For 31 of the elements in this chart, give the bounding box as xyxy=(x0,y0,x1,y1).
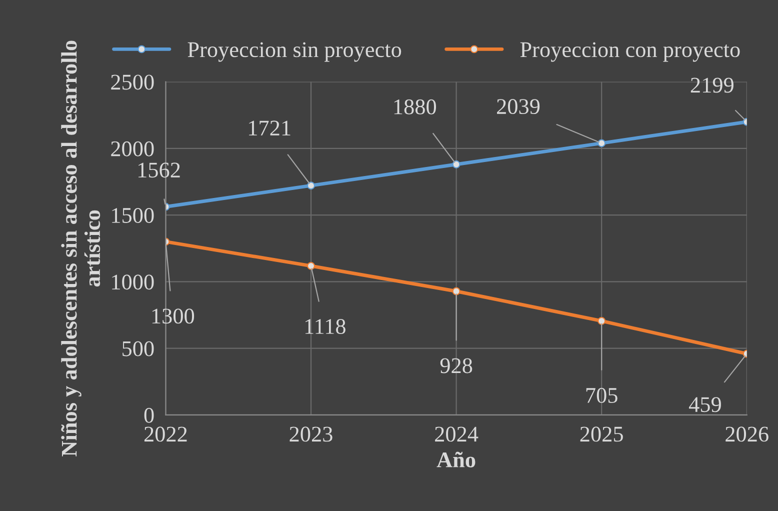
data-label: 1300 xyxy=(152,308,194,324)
y-tick-label: 500 xyxy=(122,341,154,356)
x-tick-label: 2022 xyxy=(144,426,187,442)
point xyxy=(307,182,315,190)
x-tick-label: 2024 xyxy=(435,426,478,442)
y-tick-label: 1500 xyxy=(112,208,154,223)
point xyxy=(452,160,460,168)
legend-label: Proyeccion con proyecto xyxy=(520,42,740,62)
y-axis-title: Niños y adolescentes sin acceso al desarrollo artístico xyxy=(61,40,100,456)
legend-label: Proyeccion sin proyecto xyxy=(188,42,402,62)
y-tick-label: 2000 xyxy=(111,141,154,156)
y-tick-label: 0 xyxy=(144,408,154,423)
data-label: 1721 xyxy=(249,120,290,136)
x-tick-label: 2025 xyxy=(580,426,623,442)
point xyxy=(452,287,460,296)
data-label: 705 xyxy=(586,388,618,403)
x-axis-title: Año xyxy=(436,452,476,468)
data-label: 1118 xyxy=(305,319,346,334)
x-tick-label: 2026 xyxy=(726,426,768,442)
data-label: 1880 xyxy=(394,99,436,114)
data-label: 928 xyxy=(440,358,472,374)
y-tick-label: 1000 xyxy=(112,274,154,290)
data-label: 1562 xyxy=(138,162,180,178)
x-tick-label: 2023 xyxy=(290,426,332,442)
data-label: 2199 xyxy=(690,78,734,93)
point xyxy=(598,139,606,148)
data-label: 2039 xyxy=(497,99,540,114)
point xyxy=(598,316,606,325)
point xyxy=(307,262,315,270)
y-tick-label: 2500 xyxy=(111,74,154,90)
data-label: 459 xyxy=(688,397,721,412)
